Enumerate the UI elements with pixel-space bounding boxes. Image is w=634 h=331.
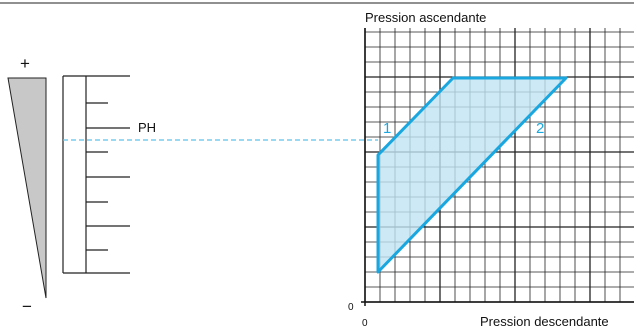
plus-sign: + [20, 54, 30, 73]
wedge [7, 77, 47, 299]
x-zero: 0 [362, 318, 368, 329]
operating-zone [376, 76, 568, 274]
x-axis-title: Pression descendante [480, 314, 609, 329]
curve-label: 2 [536, 120, 544, 137]
scale [62, 75, 130, 274]
minus-sign: − [22, 297, 32, 316]
curve-label: 1 [383, 120, 391, 137]
ph-label: PH [138, 120, 156, 135]
y-zero: 0 [348, 302, 354, 313]
y-axis-title: Pression ascendante [365, 10, 486, 25]
